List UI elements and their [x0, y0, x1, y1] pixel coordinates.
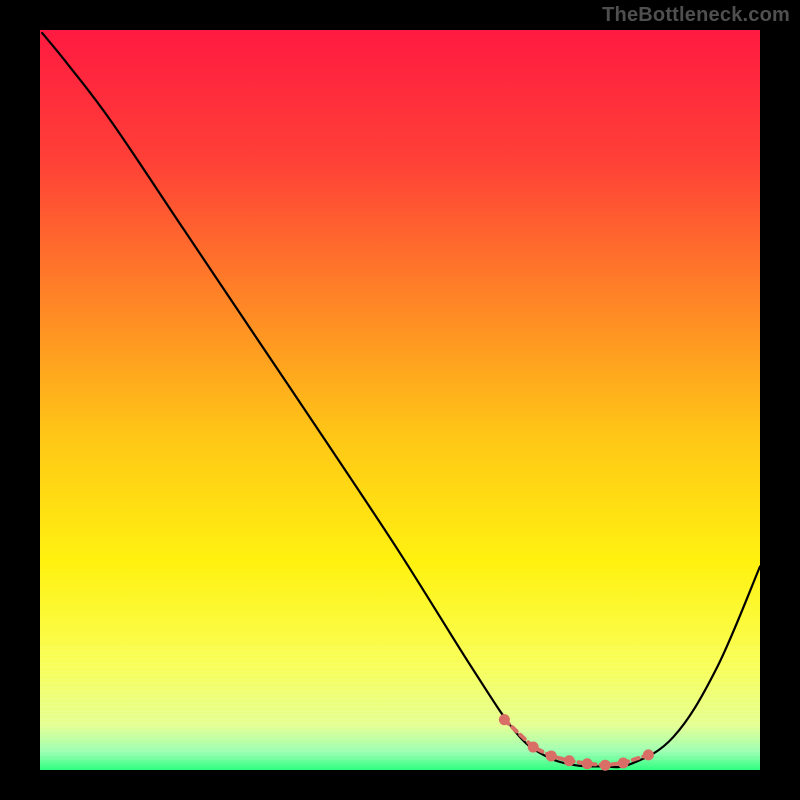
valley-marker: [499, 715, 509, 725]
banding-overlay: [40, 646, 760, 760]
valley-marker: [618, 758, 628, 768]
valley-marker: [528, 742, 538, 752]
valley-marker: [546, 751, 556, 761]
watermark-text: TheBottleneck.com: [602, 4, 790, 27]
valley-marker: [600, 760, 610, 770]
valley-marker: [582, 759, 592, 769]
chart-frame: TheBottleneck.com: [0, 0, 800, 800]
bottleneck-chart: [0, 0, 800, 800]
valley-marker: [564, 756, 574, 766]
valley-marker: [643, 750, 653, 760]
